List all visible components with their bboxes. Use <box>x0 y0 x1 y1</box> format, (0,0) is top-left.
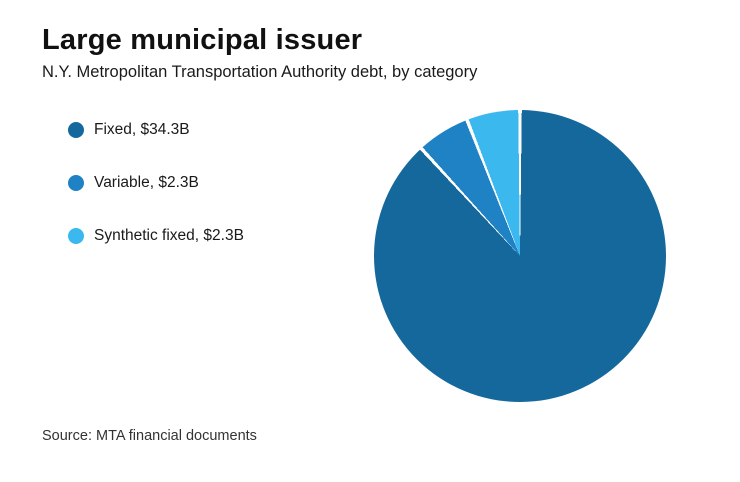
pie-chart <box>374 110 666 402</box>
legend-swatch-fixed-icon <box>68 122 84 138</box>
legend-label-fixed: Fixed, $34.3B <box>94 121 190 138</box>
legend-swatch-variable-icon <box>68 175 84 191</box>
legend-item-synthetic-fixed: Synthetic fixed, $2.3B <box>68 226 244 246</box>
source-note: Source: MTA financial documents <box>42 428 257 444</box>
legend-label-variable: Variable, $2.3B <box>94 174 199 191</box>
legend-swatch-synthetic-fixed-icon <box>68 228 84 244</box>
legend: Fixed, $34.3B Variable, $2.3B Synthetic … <box>68 120 244 279</box>
legend-item-variable: Variable, $2.3B <box>68 173 244 193</box>
legend-label-synthetic-fixed: Synthetic fixed, $2.3B <box>94 227 244 244</box>
legend-item-fixed: Fixed, $34.3B <box>68 120 244 140</box>
chart-title: Large municipal issuer <box>42 24 363 56</box>
chart-subtitle: N.Y. Metropolitan Transportation Authori… <box>42 63 478 81</box>
